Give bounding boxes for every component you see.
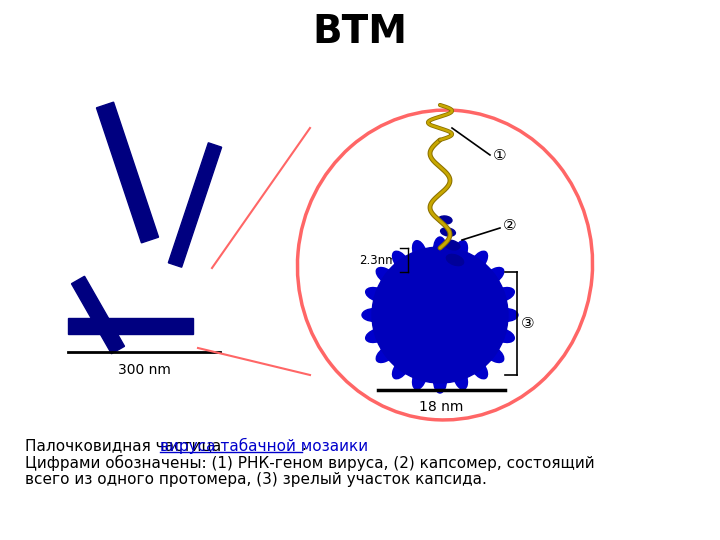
Text: ①: ① [493, 147, 507, 163]
Ellipse shape [482, 267, 504, 286]
Ellipse shape [459, 355, 472, 373]
Ellipse shape [366, 328, 391, 342]
Ellipse shape [446, 254, 464, 266]
FancyBboxPatch shape [168, 143, 222, 267]
Ellipse shape [438, 216, 452, 224]
Ellipse shape [459, 257, 472, 275]
Text: ②: ② [503, 218, 517, 233]
Text: .: . [302, 438, 307, 453]
Ellipse shape [469, 356, 487, 379]
Ellipse shape [444, 240, 460, 250]
Ellipse shape [485, 301, 504, 312]
Ellipse shape [433, 237, 446, 263]
Text: 300 nm: 300 nm [117, 363, 171, 377]
Ellipse shape [413, 364, 427, 389]
Ellipse shape [393, 268, 409, 284]
Ellipse shape [485, 319, 504, 329]
Text: ③: ③ [521, 315, 535, 330]
Ellipse shape [471, 268, 487, 284]
Circle shape [372, 247, 508, 383]
Text: Палочковидная частица: Палочковидная частица [25, 438, 226, 453]
Ellipse shape [377, 344, 399, 362]
Ellipse shape [492, 308, 518, 321]
Ellipse shape [480, 334, 498, 346]
Text: вируса табачной мозаики: вируса табачной мозаики [161, 438, 369, 454]
Ellipse shape [482, 344, 504, 362]
Ellipse shape [441, 228, 456, 236]
Ellipse shape [444, 251, 454, 271]
Ellipse shape [392, 356, 411, 379]
Text: всего из одного протомера, (3) зрелый участок капсида.: всего из одного протомера, (3) зрелый уч… [25, 472, 487, 487]
Text: Цифрами обозначены: (1) РНК-геном вируса, (2) капсомер, состоящий: Цифрами обозначены: (1) РНК-геном вируса… [25, 455, 595, 471]
Ellipse shape [480, 284, 498, 296]
FancyBboxPatch shape [96, 102, 158, 243]
Ellipse shape [393, 346, 409, 362]
Ellipse shape [471, 346, 487, 362]
Ellipse shape [444, 360, 454, 379]
Ellipse shape [382, 334, 400, 346]
Ellipse shape [382, 284, 400, 296]
Ellipse shape [490, 287, 514, 302]
Ellipse shape [376, 319, 395, 329]
Ellipse shape [376, 301, 395, 312]
Ellipse shape [426, 251, 436, 271]
Ellipse shape [426, 360, 436, 379]
FancyBboxPatch shape [71, 276, 125, 354]
Ellipse shape [413, 241, 427, 266]
Ellipse shape [433, 367, 446, 393]
Ellipse shape [362, 308, 388, 321]
Ellipse shape [392, 251, 411, 274]
Text: 18 nm: 18 nm [419, 400, 463, 414]
Bar [68, 318, 193, 334]
Ellipse shape [366, 287, 391, 302]
Ellipse shape [377, 267, 399, 286]
Ellipse shape [453, 241, 467, 266]
Ellipse shape [490, 328, 514, 342]
Text: ВТМ: ВТМ [312, 13, 408, 51]
Ellipse shape [409, 355, 421, 373]
Text: 2.3nm: 2.3nm [359, 253, 397, 267]
Ellipse shape [453, 364, 467, 389]
Ellipse shape [409, 257, 421, 275]
Ellipse shape [469, 251, 487, 274]
